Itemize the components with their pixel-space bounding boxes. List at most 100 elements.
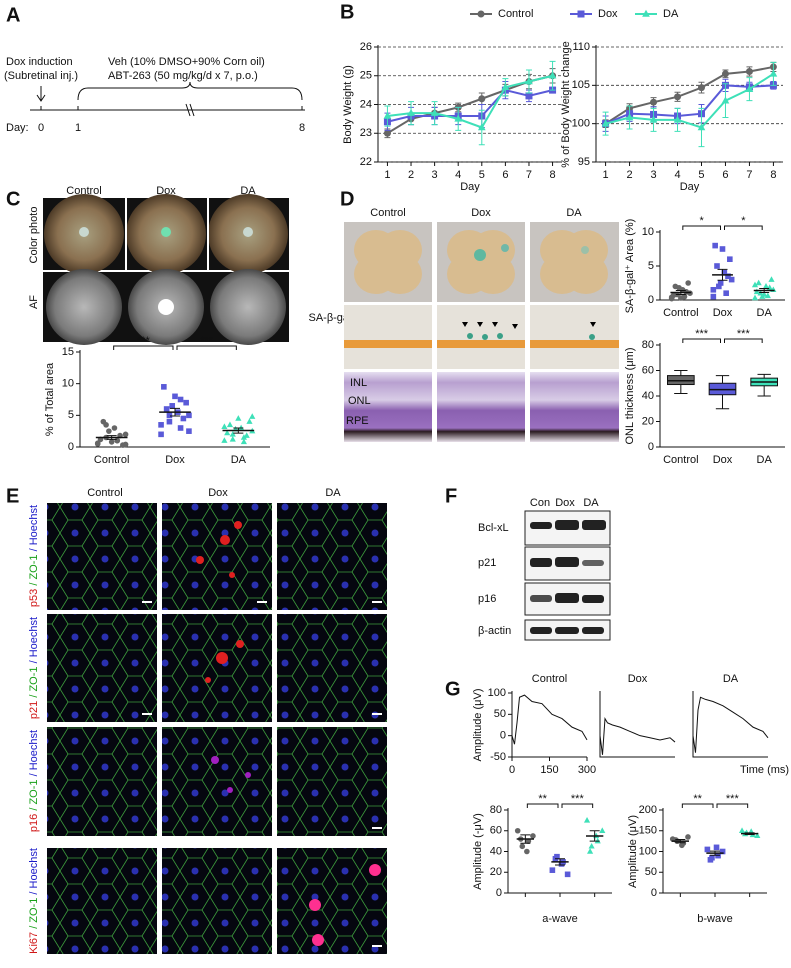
x-tick-label: 6 xyxy=(722,169,728,181)
y-tick-label: 5 xyxy=(648,260,654,272)
significance-label: ** xyxy=(538,793,547,805)
stain-label: SA-β-gal xyxy=(308,312,351,324)
layer-label: INL xyxy=(350,377,367,389)
panel-label: C xyxy=(6,188,20,210)
x-tick-label: 8 xyxy=(550,169,556,181)
data-point xyxy=(679,842,685,849)
y-tick-label: 0 xyxy=(500,730,506,742)
x-tick-label: 300 xyxy=(578,764,596,776)
data-point xyxy=(240,434,247,440)
data-point xyxy=(685,834,691,840)
lane-label: DA xyxy=(583,497,599,509)
data-point xyxy=(768,276,775,282)
data-point xyxy=(719,848,726,855)
data-point xyxy=(704,846,711,853)
y-tick-label: 23 xyxy=(360,127,372,139)
data-point xyxy=(122,441,129,448)
y-tick-label: 40 xyxy=(642,390,654,402)
data-point xyxy=(221,423,228,429)
layer-label: RPE xyxy=(346,415,369,427)
error-bar xyxy=(759,287,770,294)
column-title: Dox xyxy=(208,487,228,499)
y-tick-label: 25 xyxy=(360,70,372,82)
data-point xyxy=(712,242,718,249)
data-point xyxy=(728,276,735,283)
y-tick-label: 15 xyxy=(62,346,74,358)
x-tick-label: Dox xyxy=(713,454,733,466)
axis xyxy=(511,691,587,758)
data-point xyxy=(710,293,717,300)
error-bar xyxy=(675,289,686,296)
x-tick-label: 1 xyxy=(603,169,609,181)
data-point xyxy=(525,77,533,85)
data-point xyxy=(745,84,754,92)
row-label: p16 / ZO-1 / Hoechst xyxy=(28,730,40,832)
y-tick-label: 50 xyxy=(645,866,657,878)
data-point xyxy=(166,412,173,419)
timeline xyxy=(30,103,305,117)
data-point xyxy=(759,293,766,299)
x-tick-label: Dox xyxy=(165,454,185,466)
brace xyxy=(77,81,303,101)
data-point xyxy=(625,113,634,121)
chart-title: Control xyxy=(532,673,567,685)
x-axis-label: Time (ms) xyxy=(740,764,789,776)
axis xyxy=(595,45,783,163)
panel-label: D xyxy=(340,188,354,210)
data-point xyxy=(111,425,118,431)
data-point xyxy=(240,438,247,445)
layer-label: ONL xyxy=(348,395,371,407)
data-point xyxy=(583,817,591,823)
data-point xyxy=(249,413,256,419)
column-title: DA xyxy=(240,185,256,197)
flatmount-images xyxy=(344,222,619,442)
axis xyxy=(662,808,767,894)
data-point xyxy=(519,843,526,850)
legend-label: DA xyxy=(663,8,679,20)
event-note: (Subretinal inj.) xyxy=(4,70,78,82)
data-point xyxy=(721,96,730,104)
data-point xyxy=(674,93,682,101)
y-tick-label: 200 xyxy=(639,804,657,816)
error-bar xyxy=(710,850,720,856)
x-tick-label: 150 xyxy=(540,764,558,776)
column-title: Dox xyxy=(156,185,176,197)
data-point xyxy=(697,123,706,131)
data-point xyxy=(727,256,733,262)
data-point xyxy=(238,424,245,431)
data-point xyxy=(246,418,253,424)
x-tick-label: DA xyxy=(231,454,247,466)
x-tick-label: 3 xyxy=(432,169,438,181)
data-point xyxy=(177,396,184,403)
data-point xyxy=(180,415,187,422)
data-point xyxy=(243,432,250,438)
data-point xyxy=(103,422,109,428)
data-point xyxy=(530,833,536,839)
x-tick-label: 5 xyxy=(479,169,485,181)
x-tick-label: 4 xyxy=(674,169,680,181)
data-point xyxy=(738,827,746,833)
significance-label: * xyxy=(741,215,746,227)
y-tick-label: 0 xyxy=(648,294,654,306)
error-bar xyxy=(589,830,600,842)
data-point xyxy=(710,287,717,293)
panel-label: F xyxy=(445,485,457,507)
column-title: DA xyxy=(566,207,582,219)
data-point xyxy=(383,111,392,119)
data-point xyxy=(454,114,463,122)
label-part: p16 xyxy=(28,814,40,832)
data-point xyxy=(226,421,234,428)
y-tick-label: 0 xyxy=(651,887,657,899)
data-point xyxy=(501,83,510,91)
data-point xyxy=(587,848,594,854)
y-tick-label: 20 xyxy=(642,415,654,427)
x-tick-label: 2 xyxy=(627,169,633,181)
drug: ABT-263 (50 mg/kg/d x 7, p.o.) xyxy=(108,70,258,82)
data-point xyxy=(678,295,684,301)
data-point xyxy=(564,871,571,878)
label-part: / ZO-1 xyxy=(28,554,40,588)
legend-marker xyxy=(577,10,585,18)
significance-label: ** xyxy=(693,793,702,805)
significance-label: *** xyxy=(737,328,751,340)
y-tick-label: 0 xyxy=(496,887,502,899)
